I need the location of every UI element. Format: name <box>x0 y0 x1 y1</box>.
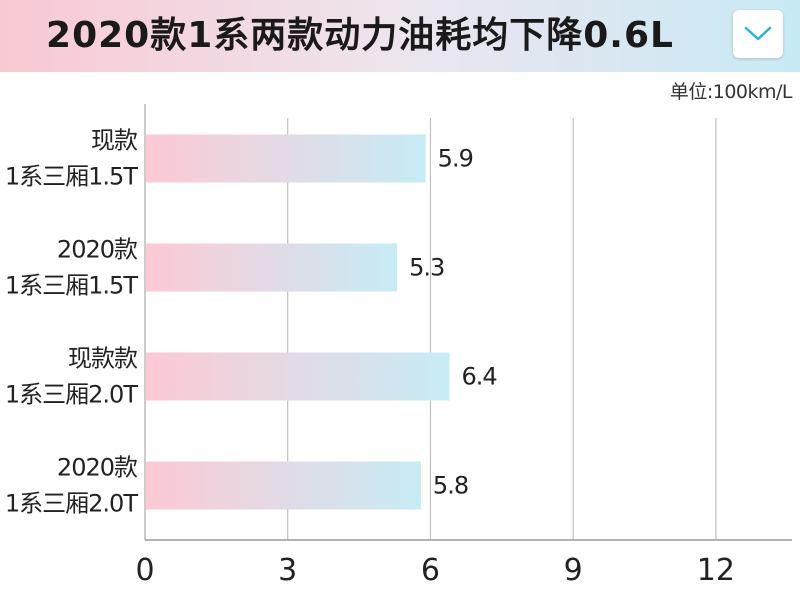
bar <box>146 352 450 401</box>
x-tick-label: 9 <box>564 553 583 588</box>
x-tick-label: 0 <box>135 553 154 588</box>
value-labels: 5.9 5.3 6.4 5.8 <box>409 145 498 500</box>
bar <box>146 134 426 183</box>
x-tick-label: 12 <box>697 553 735 588</box>
x-tick-label: 3 <box>278 553 297 588</box>
unit-label: 单位:100km/L <box>669 81 793 103</box>
expand-button[interactable] <box>733 10 783 58</box>
chart-title: 2020款1系两款动力油耗均下降0.6L <box>46 15 674 56</box>
chevron-down-icon <box>744 26 772 41</box>
value-label: 5.9 <box>438 145 473 173</box>
bars <box>146 134 450 510</box>
category-label: 1系三厢1.5T <box>5 163 138 191</box>
value-label: 5.3 <box>409 254 444 282</box>
category-labels: 现款 1系三厢1.5T 2020款 1系三厢1.5T 现款款 1系三厢2.0T 2020款 1… <box>5 127 139 518</box>
category-label: 现款 <box>91 127 138 155</box>
x-axis-ticks: 0 3 6 9 12 <box>135 553 735 588</box>
category-label: 1系三厢2.0T <box>5 381 138 409</box>
category-label: 现款款 <box>68 345 138 373</box>
bar <box>146 461 421 510</box>
category-label: 1系三厢2.0T <box>5 490 138 518</box>
value-label: 6.4 <box>461 363 496 391</box>
category-label: 2020款 <box>57 454 138 482</box>
x-tick-label: 6 <box>421 553 440 588</box>
value-label: 5.8 <box>433 472 468 500</box>
bar <box>146 243 398 292</box>
title-banner <box>0 0 800 72</box>
category-label: 2020款 <box>57 236 138 264</box>
category-label: 1系三厢1.5T <box>5 272 138 300</box>
